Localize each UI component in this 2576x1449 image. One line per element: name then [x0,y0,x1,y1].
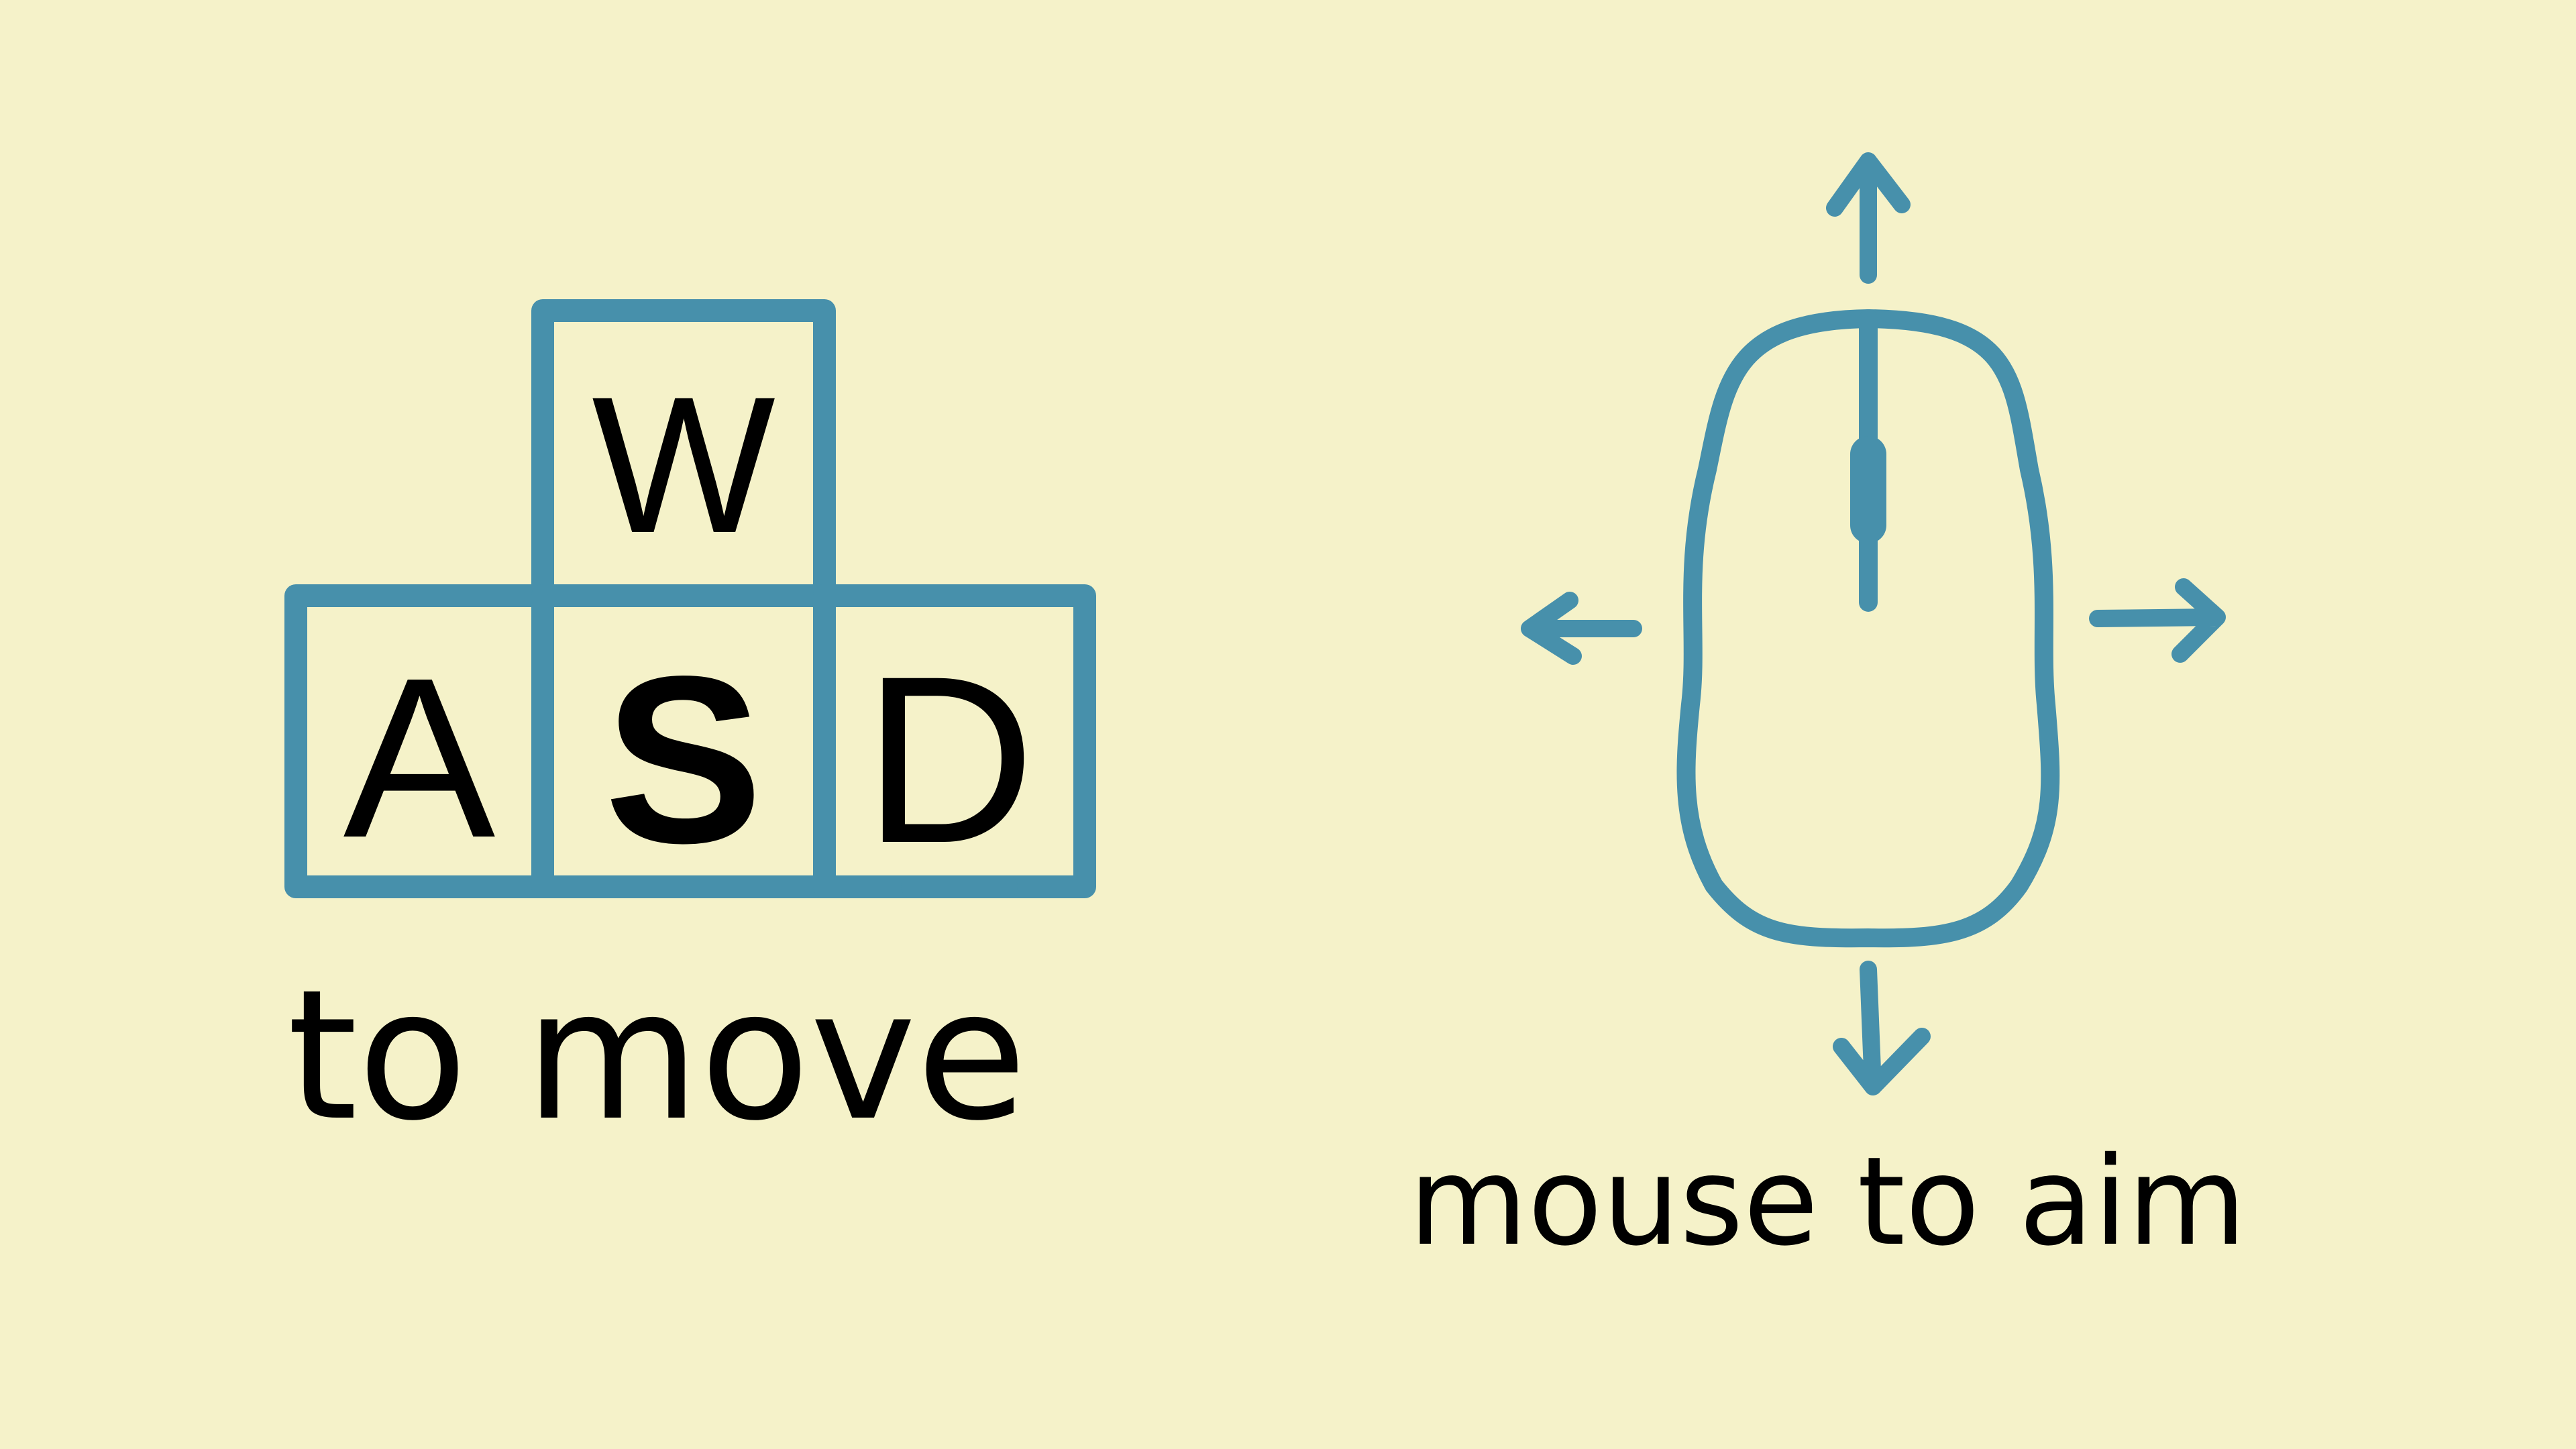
arrow-right-icon [2089,578,2226,663]
aim-caption: mouse to aim [1409,1130,2247,1273]
mouse-scroll-wheel [1850,436,1886,543]
mouse-body [1676,309,2060,948]
mouse-icon [1676,309,2060,948]
arrow-left-icon [1521,592,1642,665]
arrow-down-icon [1833,961,1931,1095]
move-caption: to move [287,951,1027,1161]
key-a-label: A [343,631,496,885]
key-w-label: W [592,356,777,574]
key-s-label: S [604,627,763,893]
arrow-up-icon [1826,152,1911,284]
key-sketch-stroke [901,584,1018,898]
wasd-keys-icon [284,299,1096,898]
key-d-label: D [863,627,1035,893]
